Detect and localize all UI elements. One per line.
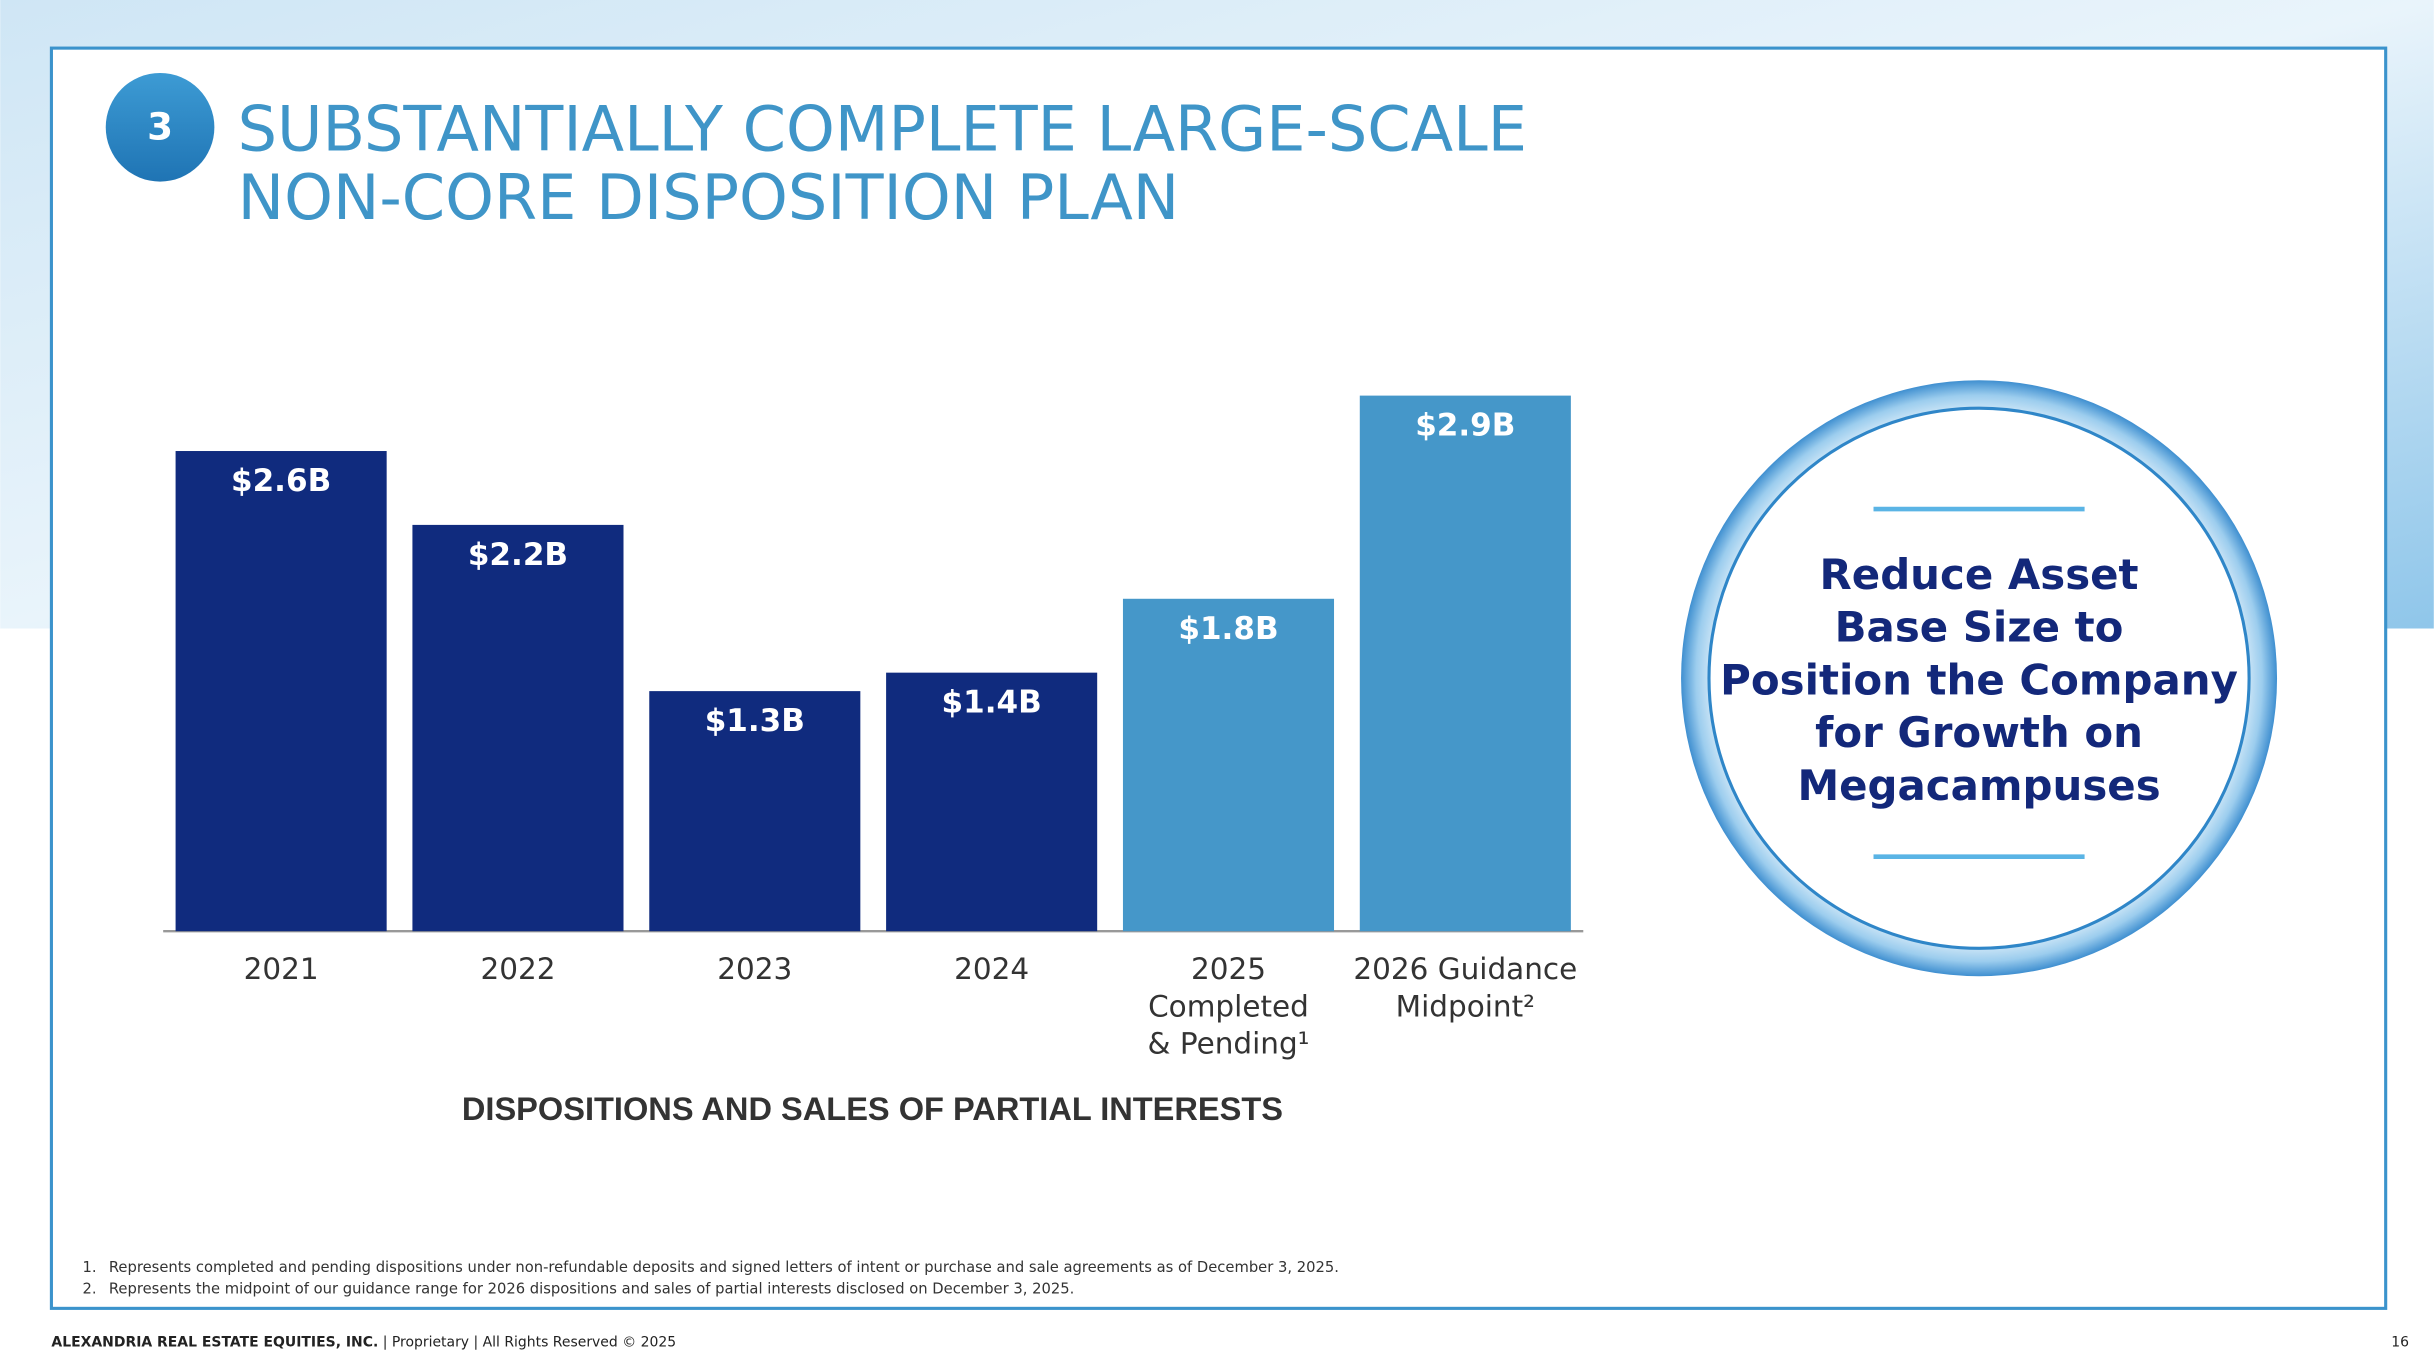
callout-text: Position the Company	[1720, 655, 2238, 704]
value-label: $1.3B	[705, 703, 805, 739]
footer-rights: | Proprietary | All Rights Reserved © 20…	[378, 1335, 676, 1351]
chart-caption: DISPOSITIONS AND SALES OF PARTIAL INTERE…	[462, 1090, 1283, 1127]
value-label: $2.2B	[468, 537, 568, 573]
title: SUBSTANTIALLY COMPLETE LARGE-SCALE	[238, 93, 1527, 166]
footnote: Represents the midpoint of our guidance …	[109, 1281, 1074, 1298]
footer-company: ALEXANDRIA REAL ESTATE EQUITIES, INC.	[51, 1335, 378, 1351]
bar	[886, 672, 1098, 932]
title: NON-CORE DISPOSITION PLAN	[238, 161, 1180, 234]
footnote-number: 2.	[82, 1281, 96, 1298]
value-label: $2.9B	[1415, 408, 1515, 444]
callout-text: for Growth on	[1815, 708, 2143, 757]
value-label: $1.8B	[1178, 611, 1278, 647]
bar	[1122, 598, 1335, 932]
x-tick-label: 2022	[480, 952, 555, 986]
bar	[1359, 395, 1571, 932]
bar	[412, 524, 624, 932]
x-tick-label: 2026 Guidance Midpoint²	[1353, 952, 1577, 1023]
footer: ALEXANDRIA REAL ESTATE EQUITIES, INC. | …	[51, 1335, 676, 1351]
x-tick-label: 2023	[717, 952, 792, 986]
section-badge	[105, 72, 215, 182]
callout-text: Base Size to	[1835, 603, 2124, 652]
section-number: 3	[147, 104, 173, 148]
x-tick-label: 2021	[244, 952, 319, 986]
callout-text: Megacampuses	[1797, 761, 2160, 810]
callout-text: Reduce Asset	[1820, 550, 2139, 599]
bar	[649, 691, 861, 932]
x-tick-label: 2024	[954, 952, 1029, 986]
x-tick-label: 2025 Completed & Pending¹	[1148, 952, 1310, 1060]
page-number: 16	[2391, 1335, 2409, 1351]
footnote-number: 1.	[82, 1259, 96, 1276]
value-label: $1.4B	[942, 685, 1042, 721]
callout-circle	[1707, 406, 2251, 950]
bar	[175, 451, 387, 932]
footnote: Represents completed and pending disposi…	[109, 1259, 1339, 1276]
value-label: $2.6B	[231, 463, 331, 499]
